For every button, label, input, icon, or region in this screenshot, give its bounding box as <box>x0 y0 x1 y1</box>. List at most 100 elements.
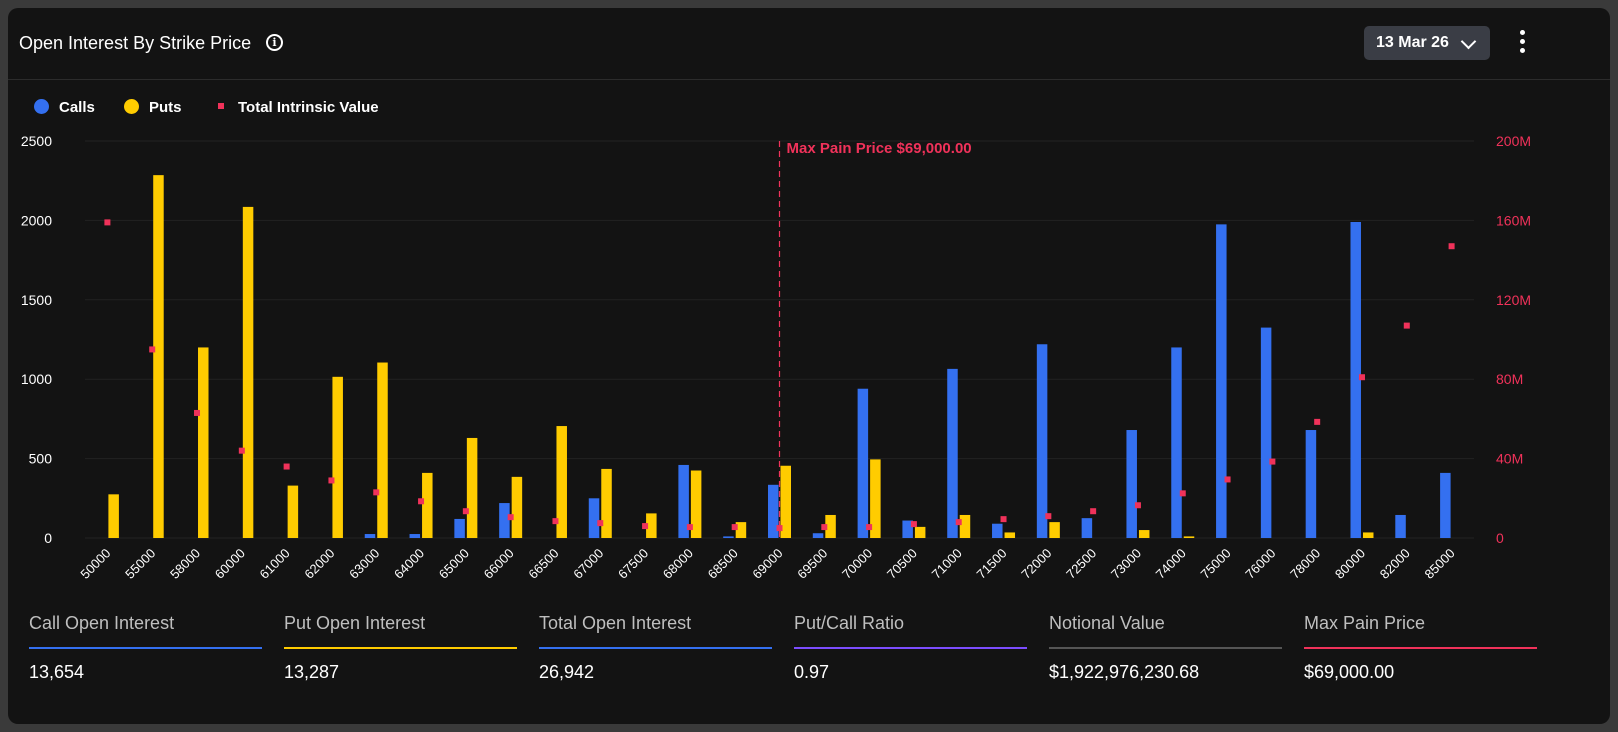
stat-total-open-interest: Total Open Interest 26,942 <box>539 613 772 683</box>
x-tick-label: 66000 <box>481 546 517 582</box>
stat-underline <box>1304 647 1537 649</box>
bar-calls <box>947 368 958 538</box>
bar-puts <box>1183 536 1195 538</box>
legend-item-puts[interactable]: Puts <box>124 98 182 118</box>
bar-puts <box>242 206 254 539</box>
stat-put-open-interest: Put Open Interest 13,287 <box>284 613 517 683</box>
x-tick-label: 71000 <box>929 546 965 582</box>
bar-puts <box>287 485 299 538</box>
bar-calls <box>499 503 510 538</box>
bar-puts <box>108 494 119 538</box>
y-tick-label: 1000 <box>21 371 52 387</box>
intrinsic-point <box>597 520 604 527</box>
open-interest-chart: 0 500 1000 1500 2000 2500 0 40M 80M 120M 160M 200M 5… <box>21 133 1531 582</box>
intrinsic-point <box>238 447 245 454</box>
stat-value: 13,287 <box>284 662 340 682</box>
open-interest-card: Open Interest By Strike Price i 13 Mar 2… <box>8 8 1610 724</box>
bar-calls <box>992 523 1003 538</box>
x-tick-label: 65000 <box>436 546 472 582</box>
x-tick-label: 68500 <box>705 546 741 582</box>
x-tick-label: 67000 <box>570 546 606 582</box>
bar-puts <box>466 437 478 538</box>
x-tick-label: 85000 <box>1422 546 1458 582</box>
x-tick-label: 58000 <box>167 546 203 582</box>
stat-value: $1,922,976,230.68 <box>1049 662 1200 682</box>
x-tick-label: 73000 <box>1108 546 1144 582</box>
bar-calls <box>1260 327 1272 538</box>
bar-puts <box>780 465 791 538</box>
x-tick-label: 80000 <box>1332 546 1368 582</box>
intrinsic-point <box>328 477 335 484</box>
x-tick-label: 72500 <box>1063 546 1099 582</box>
intrinsic-point <box>1090 508 1097 515</box>
bar-puts <box>556 426 567 538</box>
intrinsic-point <box>686 524 693 531</box>
intrinsic-point <box>507 514 514 521</box>
x-tick-label: 78000 <box>1287 546 1323 582</box>
stat-value: 26,942 <box>539 662 595 682</box>
expiry-date-select[interactable]: 13 Mar 26 <box>1364 26 1490 60</box>
stat-put-call-ratio: Put/Call Ratio 0.97 <box>794 613 1027 683</box>
x-tick-label: 71500 <box>973 546 1009 582</box>
x-tick-label: 66500 <box>525 546 561 582</box>
y-tick-label: 2000 <box>21 212 52 228</box>
stat-label: Max Pain Price <box>1304 613 1426 633</box>
bar-calls <box>1216 224 1227 538</box>
intrinsic-point <box>731 524 738 531</box>
bar-puts <box>1049 522 1060 538</box>
x-tick-label: 69500 <box>794 546 830 582</box>
bar-calls <box>1395 514 1406 538</box>
y-tick-label: 500 <box>29 451 53 467</box>
bar-puts <box>1004 532 1016 538</box>
info-icon[interactable]: i <box>266 34 283 51</box>
bar-puts <box>959 514 971 538</box>
intrinsic-point <box>910 521 917 528</box>
y2-tick-label: 80M <box>1496 371 1523 387</box>
stat-max-pain-price: Max Pain Price $69,000.00 <box>1304 613 1537 683</box>
bar-puts <box>825 514 836 538</box>
intrinsic-point <box>821 524 828 531</box>
intrinsic-point <box>373 489 380 496</box>
x-tick-label: 60000 <box>212 546 248 582</box>
intrinsic-point <box>1403 322 1410 329</box>
legend-item-intrinsic[interactable]: Total Intrinsic Value <box>214 98 379 118</box>
more-vertical-icon[interactable] <box>1512 30 1532 58</box>
intrinsic-point <box>642 523 649 530</box>
intrinsic-point <box>552 518 559 525</box>
x-tick-label: 74000 <box>1153 546 1189 582</box>
bar-calls <box>1036 344 1048 538</box>
bar-calls <box>723 536 734 538</box>
legend-label-puts: Puts <box>149 99 182 116</box>
bar-calls <box>1171 347 1182 538</box>
bar-puts <box>422 472 433 538</box>
y-tick-label: 0 <box>44 530 52 546</box>
x-tick-label: 75000 <box>1198 546 1234 582</box>
intrinsic-point <box>1045 513 1052 520</box>
bar-calls <box>409 534 421 538</box>
stat-label: Put Open Interest <box>284 613 426 633</box>
intrinsic-point <box>149 346 156 353</box>
stat-underline <box>29 647 262 649</box>
stat-underline <box>284 647 517 649</box>
legend-item-calls[interactable]: Calls <box>34 98 95 118</box>
intrinsic-point <box>1358 374 1365 381</box>
bar-puts <box>377 362 388 538</box>
x-tick-label: 50000 <box>77 546 113 582</box>
x-tick-label: 64000 <box>391 546 427 582</box>
stat-label: Total Open Interest <box>539 613 692 633</box>
bar-calls <box>1126 430 1137 538</box>
x-tick-label: 82000 <box>1377 546 1413 582</box>
bar-calls <box>1440 472 1451 538</box>
stat-underline <box>794 647 1027 649</box>
x-tick-label: 70000 <box>839 546 875 582</box>
bar-calls <box>902 520 913 538</box>
bar-puts <box>1362 532 1374 538</box>
bar-puts <box>646 513 657 538</box>
x-tick-label: 70500 <box>884 546 920 582</box>
x-tick-label: 61000 <box>257 546 293 582</box>
bar-puts <box>690 470 702 538</box>
stat-value: $69,000.00 <box>1304 662 1395 682</box>
bar-calls <box>454 518 465 538</box>
stat-value: 0.97 <box>794 662 830 682</box>
y2-tick-label: 0 <box>1496 530 1504 546</box>
